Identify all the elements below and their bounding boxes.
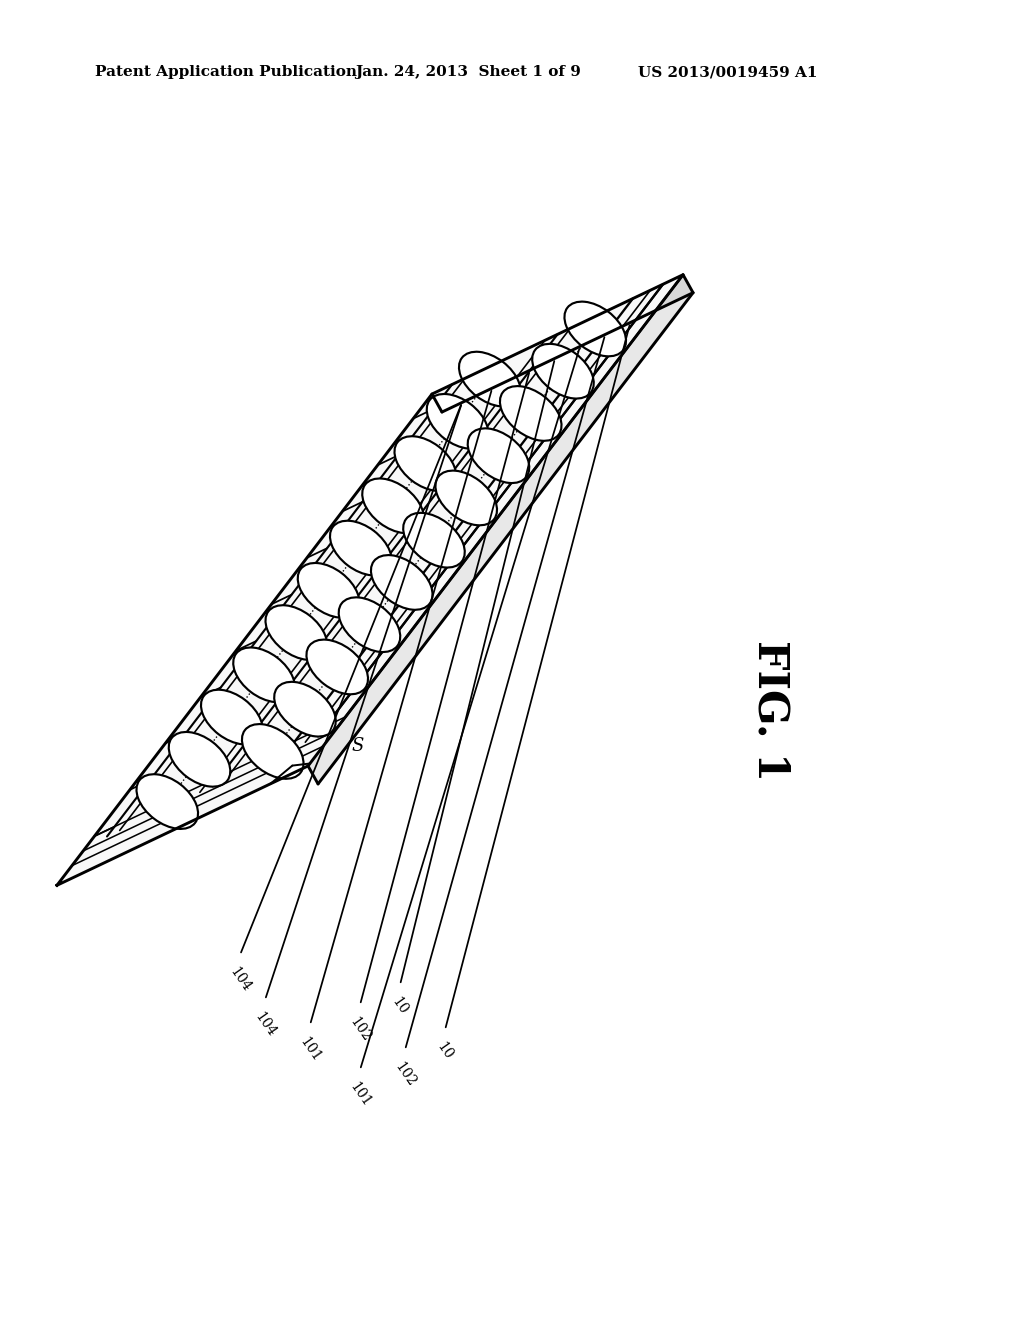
Ellipse shape — [306, 640, 368, 694]
Ellipse shape — [459, 351, 520, 407]
Text: 10: 10 — [434, 1040, 456, 1063]
Ellipse shape — [136, 775, 198, 829]
Text: FIG. 1: FIG. 1 — [749, 639, 791, 780]
Ellipse shape — [362, 478, 424, 533]
Ellipse shape — [468, 429, 529, 483]
Ellipse shape — [330, 520, 391, 576]
Ellipse shape — [298, 564, 359, 618]
Ellipse shape — [500, 387, 561, 441]
Ellipse shape — [201, 690, 262, 744]
Text: 101: 101 — [347, 1080, 374, 1110]
Text: S: S — [352, 738, 365, 755]
Text: 101: 101 — [297, 1035, 324, 1065]
Ellipse shape — [403, 513, 465, 568]
Text: 10: 10 — [389, 995, 411, 1018]
Ellipse shape — [394, 436, 456, 491]
Ellipse shape — [532, 345, 594, 399]
Ellipse shape — [427, 393, 488, 449]
Ellipse shape — [233, 648, 295, 702]
Ellipse shape — [265, 606, 327, 660]
Ellipse shape — [435, 471, 497, 525]
Ellipse shape — [169, 733, 230, 787]
Ellipse shape — [274, 682, 336, 737]
Ellipse shape — [564, 302, 626, 356]
Text: US 2013/0019459 A1: US 2013/0019459 A1 — [638, 65, 817, 79]
Polygon shape — [57, 275, 683, 886]
Text: 102: 102 — [347, 1015, 374, 1044]
Polygon shape — [308, 275, 693, 784]
Ellipse shape — [242, 725, 303, 779]
Text: 104: 104 — [252, 1010, 279, 1040]
Text: Patent Application Publication: Patent Application Publication — [95, 65, 357, 79]
Text: 104: 104 — [226, 965, 253, 995]
Polygon shape — [432, 275, 693, 412]
Text: Jan. 24, 2013  Sheet 1 of 9: Jan. 24, 2013 Sheet 1 of 9 — [355, 65, 581, 79]
Ellipse shape — [371, 556, 432, 610]
Ellipse shape — [339, 598, 400, 652]
Text: 102: 102 — [392, 1060, 418, 1089]
